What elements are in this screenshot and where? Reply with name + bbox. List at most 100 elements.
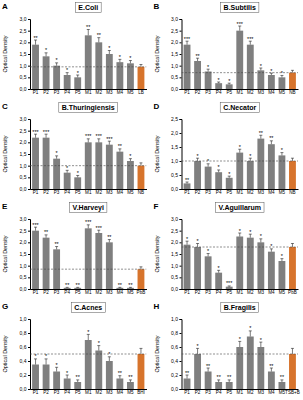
error-bar [87, 139, 90, 143]
bar [64, 288, 71, 289]
tick-label: NB [289, 90, 295, 95]
error-bar-stem [239, 26, 240, 31]
tick-label: M2 [96, 290, 103, 295]
bar [74, 288, 81, 289]
error-bar-stem [271, 368, 272, 372]
tick: P3 [205, 289, 211, 295]
tick: P2 [195, 289, 201, 295]
tick-mark [28, 289, 30, 290]
significance-label: ** [76, 374, 81, 380]
tick-label: P1 [184, 190, 190, 195]
panel-title: V.Aguillarum [218, 204, 261, 212]
tick-label: 0,4 [171, 358, 178, 364]
x-axis: P1P2P3P4P5M1M2M3M4M5LB [31, 89, 148, 95]
tick-mark [28, 31, 30, 32]
tick-mark [180, 119, 182, 120]
tick: 0,6 [171, 344, 181, 350]
marks [182, 331, 299, 389]
significance-label: * [260, 233, 263, 239]
y-axis-title: Optical Density [154, 35, 160, 72]
tick: P5 [226, 189, 232, 195]
tick: LB [138, 89, 144, 95]
panel-letter: A [2, 2, 8, 11]
significance-label: * [119, 54, 122, 60]
error-bar [45, 359, 48, 365]
bar [184, 245, 191, 289]
error-bar [108, 357, 111, 361]
axis-line [28, 20, 31, 90]
tick: NB [138, 189, 144, 195]
x-axis: P1P2P3P4P5M1M2M3M4M5BHI [31, 389, 148, 395]
tick: M2 [247, 389, 254, 395]
tick-mark [28, 66, 30, 67]
bar [268, 144, 275, 189]
y-axis-title: Optical Density [154, 135, 160, 172]
axis-line [180, 220, 183, 290]
tick-label: P2 [195, 190, 201, 195]
tick: M5 [127, 89, 134, 95]
significance-label: *** [85, 133, 92, 139]
bar [278, 155, 285, 189]
tick: M1 [85, 189, 92, 195]
tick: 1,0 [171, 263, 181, 269]
tick: 0,0 [20, 86, 30, 92]
error-bar-stem [46, 134, 47, 138]
tick: 2,0 [20, 239, 30, 245]
error-bar [186, 241, 189, 245]
tick-label: P1 [184, 90, 190, 95]
tick-mark [28, 361, 30, 362]
y-axis-title: Optical Density [154, 335, 160, 372]
significance-label: *** [85, 219, 92, 225]
tick: PbB [137, 289, 146, 295]
tick-mark [180, 42, 182, 43]
tick-label: P1 [184, 290, 190, 295]
tick: 1,0 [171, 158, 181, 164]
tick-mark [180, 266, 182, 267]
tick: 3,0 [171, 16, 181, 22]
tick: 2,5 [171, 116, 181, 122]
tick-label: P3 [205, 90, 211, 95]
x-axis: P1P2P3P4P5M1M2M3M4M5PbB [182, 289, 299, 295]
tick-label: 0,5 [20, 174, 27, 180]
tick-mark [180, 361, 182, 362]
tick: M1 [85, 389, 92, 395]
bar [289, 354, 296, 389]
tick-mark [28, 375, 30, 376]
bar [215, 382, 222, 389]
significance-label: * [56, 362, 59, 368]
tick-label: M3 [106, 90, 113, 95]
plot: 0,00,51,01,52,02,53,0P1P2P3P4P5M1M2M3M4M… [20, 116, 147, 195]
tick: 0,2 [171, 372, 181, 378]
significance-label: * [218, 77, 221, 83]
error-bar [34, 40, 37, 45]
axis-line [28, 220, 31, 290]
tick-label: 0,5 [20, 74, 27, 80]
tick: 0,5 [20, 74, 30, 80]
reference-line [30, 269, 147, 270]
tick-mark [180, 31, 182, 32]
tick: P1 [33, 189, 39, 195]
marks [30, 225, 147, 289]
tick-label: M2 [247, 290, 254, 295]
tick-mark [28, 347, 30, 348]
tick: P5 [226, 89, 232, 95]
panel-letter: H [154, 302, 160, 311]
tick-label: P3 [54, 290, 60, 295]
panel-title: C.Acnes [74, 304, 102, 311]
error-bar [196, 348, 199, 354]
bar [127, 382, 134, 389]
error-bar-stem [88, 225, 89, 229]
significance-label: * [260, 63, 263, 69]
tick-label: M3 [258, 90, 265, 95]
tick-label: 0,0 [20, 86, 27, 92]
error-bar [97, 38, 100, 43]
tick-label: 0,2 [171, 372, 178, 378]
tick-label: 3,0 [171, 216, 178, 222]
tick-label: P1 [33, 290, 39, 295]
error-bar-cap [139, 266, 142, 267]
error-bar [291, 244, 294, 248]
tick-label: P4 [64, 90, 70, 95]
tick-label: P5 [75, 190, 81, 195]
tick-mark [180, 19, 182, 20]
tick-label: 2,5 [20, 228, 27, 234]
